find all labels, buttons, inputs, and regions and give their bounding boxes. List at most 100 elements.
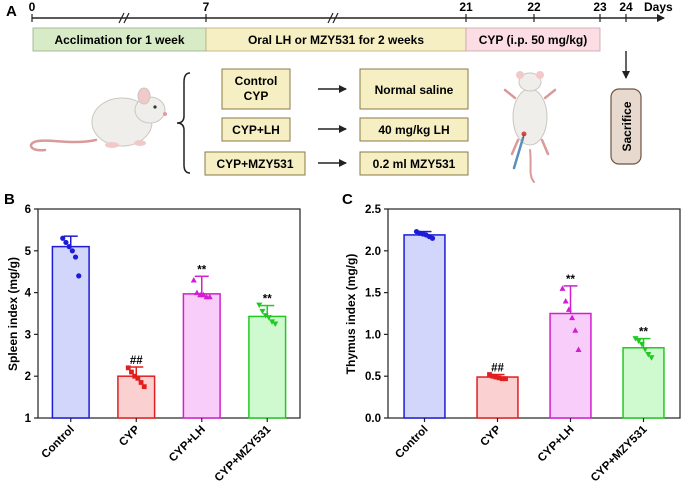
chart-b-data-point — [190, 277, 197, 283]
treatment-label: Normal saline — [375, 83, 454, 97]
chart-c-data-point — [642, 346, 649, 353]
chart-b-significance-label: ## — [130, 355, 143, 367]
chart-b-data-point — [132, 373, 138, 379]
chart-c-x-tick-label: CYP — [478, 423, 503, 448]
chart-b-x-tick-label: CYP+LH — [167, 424, 208, 465]
treatment-label: 0.2 ml MZY531 — [373, 157, 456, 171]
chart-c-y-tick-label: 1.0 — [365, 329, 381, 341]
chart-c-y-tick-label: 0.5 — [365, 371, 382, 383]
panel-c: C Thymus index (mg/g) 0.0 0.5 1.0 1.5 2.0 2.5… — [342, 191, 681, 484]
chart-c-data-point — [487, 372, 492, 377]
group-box-cyp-lh: CYP+LH — [221, 117, 291, 142]
chart-b-y-tick-label: 5 — [25, 246, 32, 258]
chart-b-data-point — [69, 248, 75, 254]
timeline-tick-label: 7 — [203, 0, 210, 14]
chart-c-y-axis-title: Thymus index (mg/g) — [344, 254, 358, 375]
treatment-box-normal-saline: Normal saline — [359, 68, 469, 110]
chart-c-data-point — [569, 314, 576, 321]
chart-b-x-tick-label: CYP+MZY531 — [213, 423, 274, 484]
chart-b-data-point — [129, 369, 134, 375]
chart-c-data-point — [572, 327, 579, 333]
treatment-box-mzy531: 0.2 ml MZY531 — [359, 151, 469, 176]
chart-b-data-point — [138, 380, 144, 385]
chart-b-data-point — [76, 273, 82, 279]
treatment-label: 40 mg/kg LH — [378, 123, 449, 137]
chart-c-data-point — [499, 376, 505, 382]
chart-c-bar — [403, 234, 446, 419]
chart-c-data-point — [490, 373, 496, 379]
chart-b-y-tick-label: 3 — [25, 329, 31, 341]
chart-b-y-axis-title: Spleen index (mg/g) — [6, 257, 20, 371]
timeline-tick-label: 0 — [29, 0, 36, 14]
chart-c-significance-label: ** — [566, 274, 575, 286]
chart-b-data-point — [206, 293, 213, 300]
chart-c-y-tick-label: 2.5 — [365, 204, 382, 216]
chart-c-plot-frame — [387, 208, 681, 419]
chart-c-y-tick-label: 0.0 — [365, 413, 381, 425]
chart-c-significance-label: ** — [639, 327, 648, 339]
chart-c-data-point — [632, 336, 639, 342]
chart-c-significance-label: ## — [491, 363, 504, 375]
timeline-break-1 — [118, 12, 130, 24]
timeline-break-2 — [327, 12, 339, 24]
chart-b-plot-frame — [37, 208, 301, 419]
phase-label: Oral LH or MZY531 for 2 weeks — [248, 33, 424, 47]
chart-b-y-tick-label: 4 — [25, 288, 32, 300]
chart-b-x-tick-label: Control — [39, 424, 76, 461]
panel-a: A 0 7 21 22 23 24 Days Acc — [6, 0, 673, 183]
treatment-box-lh: 40 mg/kg LH — [359, 117, 469, 142]
chart-b-data-point — [262, 313, 269, 319]
chart-b-data-point — [272, 321, 279, 327]
mouse-illustration — [29, 87, 167, 152]
chart-b-data-point — [125, 365, 131, 371]
chart-c-data-point — [496, 375, 502, 381]
timeline-tick-label: 22 — [527, 0, 541, 14]
chart-c-data-point — [645, 351, 652, 358]
chart-b-data-point — [259, 308, 266, 315]
chart-c-x-tick-label: CYP+LH — [536, 424, 577, 465]
timeline-tick-label: 24 — [619, 0, 633, 14]
phase-cyp-injection — [465, 27, 601, 52]
panel-b-label: B — [4, 191, 15, 208]
chart-c-bar — [476, 376, 519, 419]
chart-b-data-point — [66, 244, 72, 250]
panel-b: B Spleen index (mg/g) 1 2 3 4 5 6 Control ## CYP… — [4, 191, 301, 484]
chart-c-data-point — [429, 235, 436, 241]
chart-c-data-point — [648, 355, 655, 361]
panel-a-label: A — [6, 3, 17, 20]
group-brace — [176, 72, 191, 174]
panel-c-label: C — [342, 191, 353, 208]
chart-c-y-tick-label: 1.5 — [365, 288, 382, 300]
chart-b-x-tick-label: CYP — [117, 423, 142, 448]
phase-label: Acclimation for 1 week — [54, 33, 184, 47]
chart-b-data-point — [256, 302, 263, 309]
chart-c-data-point — [565, 306, 572, 312]
chart-b-data-point — [265, 315, 272, 321]
phase-label: CYP (i.p. 50 mg/kg) — [479, 33, 587, 47]
chart-b-bar — [51, 245, 90, 419]
sacrifice-label: Sacrifice — [620, 101, 634, 151]
chart-b-data-point — [60, 235, 66, 241]
timeline-tick-label: 23 — [593, 0, 607, 14]
chart-b-data-point — [269, 319, 276, 325]
chart-c-data-point — [635, 338, 642, 345]
group-label-line: CYP — [244, 89, 269, 103]
chart-b-data-point — [135, 375, 141, 381]
chart-c-x-tick-label: Control — [393, 424, 430, 461]
chart-b-bar — [182, 293, 221, 419]
timeline-ticks — [31, 14, 627, 22]
chart-b-y-tick-label: 2 — [25, 371, 31, 383]
chart-b-data-point — [141, 384, 147, 390]
chart-b-y-tick-label: 6 — [25, 204, 31, 216]
chart-c-data-point — [638, 341, 645, 348]
chart-b-significance-label: ** — [197, 264, 206, 276]
chart-c-x-tick-label: CYP+MZY531 — [589, 423, 650, 484]
sacrifice-box: Sacrifice — [610, 88, 642, 165]
chart-c-data-point — [562, 297, 569, 304]
timeline-days-label: Days — [644, 0, 673, 14]
chart-b-bar — [117, 375, 156, 419]
group-box-cyp-mzy531: CYP+MZY531 — [204, 151, 306, 176]
group-label: CYP+MZY531 — [216, 157, 293, 171]
chart-b-data-point — [200, 291, 207, 298]
